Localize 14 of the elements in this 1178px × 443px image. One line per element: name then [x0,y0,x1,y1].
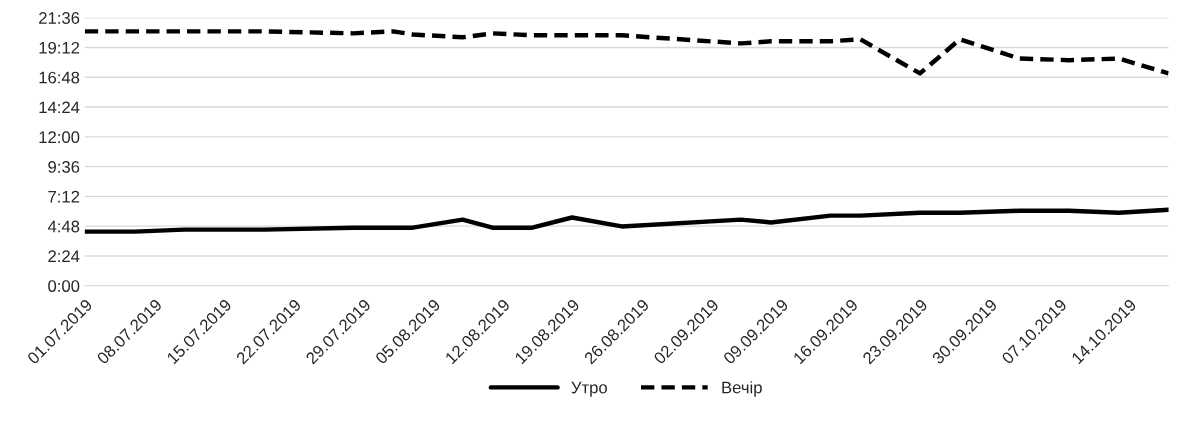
legend-label: Утро [571,381,607,397]
y-tick-label: 4:48 [47,220,80,233]
y-tick-label: 21:36 [39,12,80,24]
legend-label: Вечір [722,381,762,397]
y-tick-label: 0:00 [48,280,80,292]
y-tick-label: 12:00 [39,131,80,144]
y-tick-label: 16:48 [39,71,80,84]
line-series [84,207,1169,234]
y-tick-label: 14:24 [39,101,80,114]
y-tick-label: 7:12 [48,190,80,203]
line-series [84,29,1169,76]
y-tick-label: 19:12 [39,41,80,54]
y-tick-label: 2:24 [48,250,80,262]
y-tick-label: 9:36 [48,161,80,173]
